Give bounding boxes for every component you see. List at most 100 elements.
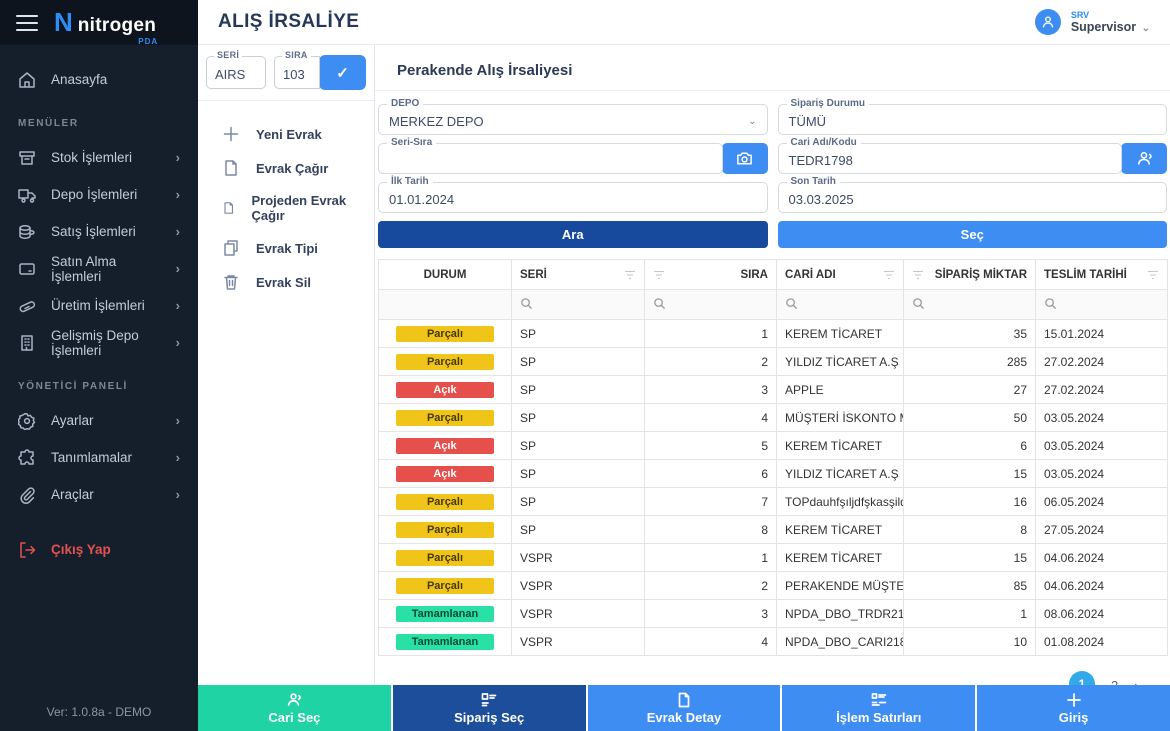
search-cell-sira[interactable]	[644, 289, 777, 320]
table-row[interactable]: Tamamlanan VSPR 4 NPDA_DBO_CARI2182 10 0…	[378, 627, 1168, 656]
cell-seri: VSPR	[511, 571, 645, 600]
action-evrak-sil[interactable]: Evrak Sil	[198, 265, 374, 299]
logo-n-mark: N	[54, 6, 73, 37]
table-row[interactable]: Parçalı SP 2 YILDIZ TİCARET A.Ş 285 27.0…	[378, 347, 1168, 376]
ilk-tarih-input[interactable]: İlk Tarih 01.01.2024	[378, 176, 768, 213]
cari-adi-kodu-input[interactable]: Cari Adı/Kodu TEDR1798	[777, 137, 1122, 174]
sidebar-item-stok-islemleri[interactable]: Stok İşlemleri ›	[0, 139, 198, 176]
search-icon	[521, 297, 533, 309]
chevron-down-icon: ⌄	[1141, 22, 1150, 34]
cell-siparis-miktar: 6	[903, 431, 1036, 460]
search-cell-cari[interactable]	[776, 289, 904, 320]
check-icon: ✓	[336, 64, 349, 82]
table-row[interactable]: Açık SP 5 KEREM TİCARET 6 03.05.2024	[378, 431, 1168, 460]
user-code: SRV	[1070, 9, 1090, 20]
cell-seri: SP	[511, 431, 645, 460]
action-projeden-evrak-cagir[interactable]: Projeden Evrak Çağır	[198, 185, 374, 231]
cell-sira: 3	[644, 599, 777, 628]
confirm-document-button[interactable]: ✓	[319, 55, 366, 90]
select-customer-button[interactable]	[1121, 143, 1167, 174]
search-cell-seri[interactable]	[511, 289, 645, 320]
siparis-durumu-field[interactable]: Sipariş Durumu TÜMÜ	[777, 98, 1167, 135]
home-icon	[19, 71, 35, 88]
user-menu[interactable]: SRV Supervisor ⌄	[1034, 9, 1150, 35]
sidebar-item-ayarlar[interactable]: Ayarlar ›	[0, 402, 198, 439]
sidebar-item-uretim-islemleri[interactable]: Üretim İşlemleri ›	[0, 287, 198, 324]
column-header-seri[interactable]: SERİ	[511, 259, 645, 290]
avatar[interactable]	[1034, 9, 1061, 35]
stock-box-icon	[19, 150, 35, 165]
sidebar-item-cikis-yap[interactable]: Çıkış Yap	[0, 531, 198, 568]
table-row[interactable]: Parçalı SP 8 KEREM TİCARET 8 27.05.2024	[378, 515, 1168, 544]
cell-cari-adi: TOPdauhfşıljdfşkasşild...	[776, 487, 904, 516]
sidebar-item-satin-alma-islemleri[interactable]: Satın Alma İşlemleri ›	[0, 250, 198, 287]
table-row[interactable]: Parçalı SP 4 MÜŞTERİ İSKONTO MATRİSİ 60 …	[378, 403, 1168, 432]
cari-field-wrap: Cari Adı/Kodu TEDR1798	[777, 137, 1167, 174]
cell-cari-adi: NPDA_DBO_CARI2182	[776, 627, 904, 656]
filter-icon[interactable]	[912, 270, 924, 280]
sidebar-item-gelismis-depo-islemleri[interactable]: Gelişmiş Depo İşlemleri ›	[0, 324, 198, 361]
search-cell-durum	[378, 289, 512, 320]
table-row[interactable]: Parçalı VSPR 1 KEREM TİCARET 15 04.06.20…	[378, 543, 1168, 572]
column-header-teslim-tarihi[interactable]: TESLİM TARİHİ	[1035, 259, 1168, 290]
copy-document-icon	[224, 240, 238, 256]
action-yeni-evrak[interactable]: Yeni Evrak	[198, 117, 374, 151]
search-cell-teslim[interactable]	[1035, 289, 1168, 320]
sidebar-header: N nitrogen PDA	[0, 0, 198, 46]
filter-icon[interactable]	[653, 270, 665, 280]
column-header-siparis-miktar[interactable]: SİPARİŞ MİKTAR	[903, 259, 1036, 290]
sidebar-item-satis-islemleri[interactable]: Satış İşlemleri ›	[0, 213, 198, 250]
depo-select[interactable]: DEPO MERKEZ DEPO ⌄	[378, 98, 768, 135]
search-icon	[1045, 297, 1057, 309]
sidebar-item-anasayfa[interactable]: Anasayfa	[0, 61, 198, 98]
evrak-detay-button[interactable]: Evrak Detay	[587, 685, 781, 731]
table-row[interactable]: Parçalı SP 1 KEREM TİCARET 35 15.01.2024	[378, 319, 1168, 348]
cell-seri: VSPR	[511, 627, 645, 656]
sidebar-item-araclar[interactable]: Araçlar ›	[0, 476, 198, 513]
barcode-camera-button[interactable]	[721, 143, 768, 174]
select-button[interactable]: Seç	[777, 221, 1167, 248]
islem-satirlari-button[interactable]: İşlem Satırları	[782, 685, 976, 731]
chevron-right-icon: ›	[175, 187, 180, 202]
cell-siparis-miktar: 85	[903, 571, 1036, 600]
chevron-right-icon: ›	[175, 224, 180, 239]
column-header-sira[interactable]: SIRA	[644, 259, 777, 290]
siparis-sec-button[interactable]: Sipariş Seç	[392, 685, 586, 731]
chevron-right-icon: ›	[175, 335, 180, 350]
hamburger-menu-icon[interactable]	[16, 14, 38, 31]
column-header-cari-adi[interactable]: CARİ ADI	[776, 259, 904, 290]
status-badge: Parçalı	[396, 577, 494, 594]
search-button[interactable]: Ara	[378, 221, 768, 248]
table-row[interactable]: Açık SP 6 YILDIZ TİCARET A.Ş 15 03.05.20…	[378, 459, 1168, 488]
son-tarih-input[interactable]: Son Tarih 03.03.2025	[777, 176, 1167, 213]
table-row[interactable]: Açık SP 3 APPLE 27 27.02.2024	[378, 375, 1168, 404]
cari-sec-button[interactable]: Cari Seç	[198, 685, 391, 731]
table-row[interactable]: Tamamlanan VSPR 3 NPDA_DBO_TRDR2197 1 08…	[378, 599, 1168, 628]
cell-sira: 3	[644, 375, 777, 404]
sidebar-item-depo-islemleri[interactable]: Depo İşlemleri ›	[0, 176, 198, 213]
cell-siparis-miktar: 10	[903, 627, 1036, 656]
filter-icon[interactable]	[624, 270, 636, 280]
search-cell-miktar[interactable]	[903, 289, 1036, 320]
main-panel: Perakende Alış İrsaliyesi DEPO MERKEZ DE…	[375, 45, 1170, 697]
cell-seri: SP	[511, 375, 645, 404]
table-row[interactable]: Parçalı SP 7 TOPdauhfşıljdfşkasşild... 1…	[378, 487, 1168, 516]
sira-field[interactable]: SIRA 103	[274, 50, 320, 89]
document-action-list: Yeni Evrak Evrak Çağır Projeden Evrak Ça…	[198, 101, 374, 315]
filter-icon[interactable]	[883, 270, 895, 280]
seri-field[interactable]: SERİ AIRS	[206, 50, 266, 89]
footer-action-bar: Cari Seç Sipariş Seç Evrak Detay İşlem S…	[198, 685, 1170, 731]
table-row[interactable]: Parçalı VSPR 2 PERAKENDE MÜŞTERİ 85 04.0…	[378, 571, 1168, 600]
action-evrak-tipi[interactable]: Evrak Tipi	[198, 231, 374, 265]
giris-button[interactable]: Giriş	[977, 685, 1170, 731]
seri-field-value: AIRS	[215, 67, 246, 82]
seri-sira-input[interactable]: Seri-Sıra	[378, 137, 723, 174]
sidebar-item-tanimlamalar[interactable]: Tanımlamalar ›	[0, 439, 198, 476]
cell-sira: 4	[644, 403, 777, 432]
cell-teslim-tarihi: 03.05.2024	[1035, 459, 1168, 488]
app-version: Ver: 1.0.8a - DEMO	[46, 705, 152, 719]
action-evrak-cagir[interactable]: Evrak Çağır	[198, 151, 374, 185]
filter-icon[interactable]	[1147, 270, 1159, 280]
column-header-durum[interactable]: DURUM	[378, 259, 512, 290]
cell-teslim-tarihi: 27.05.2024	[1035, 515, 1168, 544]
